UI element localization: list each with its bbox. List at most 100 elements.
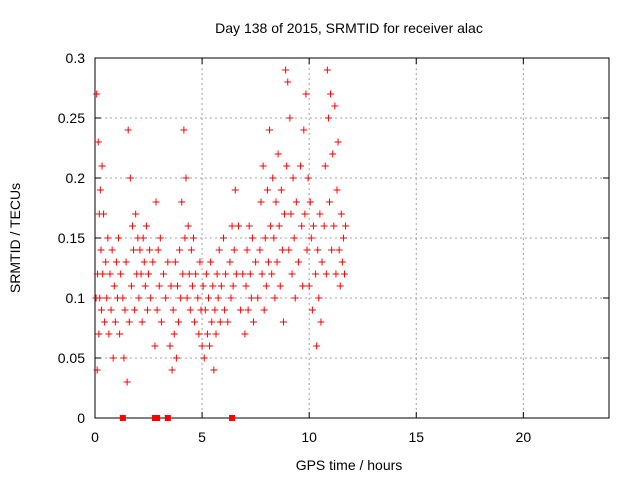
data-point <box>309 222 317 230</box>
data-point <box>155 282 163 290</box>
data-point <box>167 282 175 290</box>
data-point <box>111 318 119 326</box>
data-point <box>281 210 289 218</box>
data-point <box>287 210 295 218</box>
data-point <box>278 246 286 254</box>
data-point <box>141 282 149 290</box>
data-point <box>292 198 300 206</box>
data-point <box>168 366 176 374</box>
data-point <box>256 246 264 254</box>
data-point <box>333 186 341 194</box>
data-point <box>175 318 183 326</box>
data-point <box>205 294 213 302</box>
data-point <box>198 342 206 350</box>
data-point <box>192 270 200 278</box>
data-point <box>230 246 238 254</box>
data-point <box>271 294 279 302</box>
data-point <box>314 246 322 254</box>
data-point <box>316 210 324 218</box>
data-point <box>181 234 189 242</box>
data-point <box>132 210 140 218</box>
data-point <box>220 234 227 242</box>
data-point <box>156 234 164 242</box>
data-point <box>121 306 129 314</box>
data-point <box>232 270 240 278</box>
data-point <box>224 318 232 326</box>
data-point <box>160 270 168 278</box>
data-point <box>313 342 321 350</box>
data-point <box>120 354 128 362</box>
data-point <box>300 126 308 134</box>
data-point <box>267 222 275 230</box>
data-point <box>263 186 271 194</box>
data-point <box>173 282 181 290</box>
data-point <box>190 234 198 242</box>
data-point <box>110 282 118 290</box>
data-point <box>259 162 267 170</box>
data-point <box>172 354 180 362</box>
data-point <box>210 366 218 374</box>
data-point <box>322 270 330 278</box>
data-point <box>283 162 291 170</box>
data-point <box>329 150 337 158</box>
data-point <box>139 234 147 242</box>
data-point <box>180 126 188 134</box>
data-point <box>228 222 236 230</box>
data-point <box>211 306 219 314</box>
data-point <box>339 234 347 242</box>
data-point <box>299 282 307 290</box>
data-point <box>151 342 159 350</box>
data-point <box>199 282 207 290</box>
data-point <box>289 174 297 182</box>
data-point <box>125 318 133 326</box>
x-tick-label: 5 <box>198 429 206 445</box>
data-point <box>126 174 134 182</box>
data-point <box>342 222 350 230</box>
data-point <box>341 270 349 278</box>
data-point <box>290 234 298 242</box>
data-point <box>227 294 235 302</box>
data-point <box>146 246 154 254</box>
data-point <box>323 66 331 74</box>
data-point <box>194 294 202 302</box>
data-point <box>331 102 339 110</box>
data-point <box>215 246 223 254</box>
data-point <box>186 306 194 314</box>
y-tick-label: 0.15 <box>58 230 85 246</box>
data-point <box>97 246 105 254</box>
data-point <box>321 162 329 170</box>
data-point <box>109 354 117 362</box>
data-point <box>276 282 284 290</box>
data-point <box>243 246 251 254</box>
data-point <box>124 126 132 134</box>
data-point <box>107 306 115 314</box>
data-point <box>303 246 311 254</box>
data-point <box>247 294 255 302</box>
data-point <box>262 282 270 290</box>
data-point <box>122 258 130 266</box>
data-point <box>328 246 336 254</box>
data-point <box>246 270 254 278</box>
data-point <box>94 138 102 146</box>
data-point <box>184 222 192 230</box>
data-point <box>182 174 190 182</box>
data-point <box>335 246 343 254</box>
data-point <box>117 270 125 278</box>
data-point <box>222 270 230 278</box>
data-point <box>260 306 268 314</box>
data-point <box>208 318 216 326</box>
y-axis-label: SRMTID / TECUs <box>7 183 23 293</box>
data-point <box>128 222 136 230</box>
data-point <box>336 282 344 290</box>
y-tick-label: 0.2 <box>66 170 86 186</box>
data-point <box>164 258 172 266</box>
y-tick-label: 0.1 <box>66 290 86 306</box>
data-point <box>135 294 143 302</box>
data-point <box>178 198 186 206</box>
data-point <box>226 258 234 266</box>
data-point <box>131 306 139 314</box>
data-point <box>195 330 203 338</box>
x-tick-label: 20 <box>516 429 532 445</box>
data-point <box>294 258 302 266</box>
data-point <box>258 270 266 278</box>
